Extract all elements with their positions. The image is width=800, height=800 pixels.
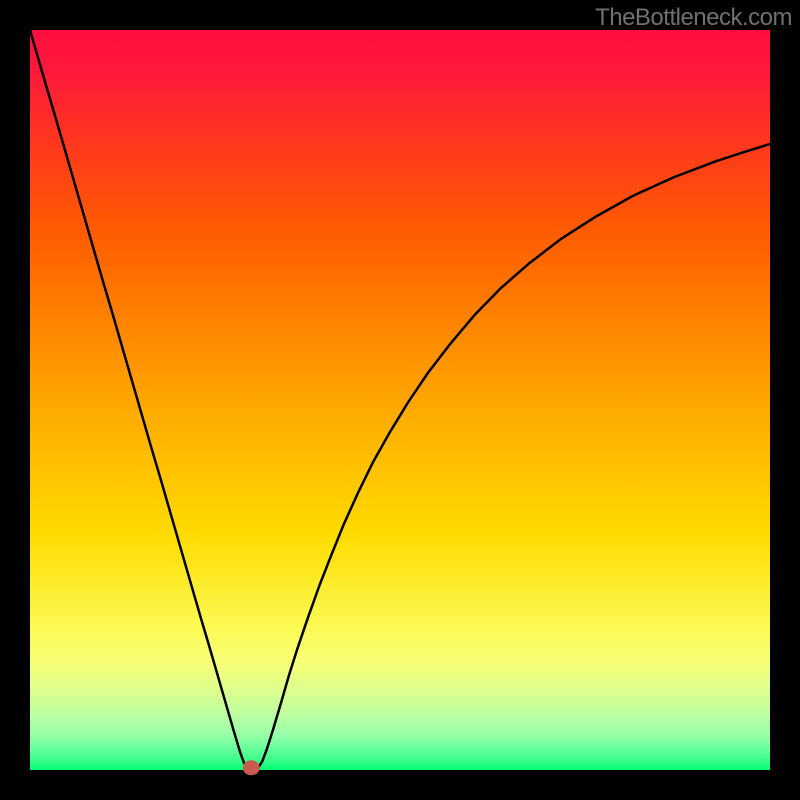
watermark-text: TheBottleneck.com (595, 4, 792, 32)
optimal-marker (243, 760, 260, 775)
bottleneck-chart (0, 0, 800, 800)
plot-area (30, 30, 770, 770)
chart-container: { "watermark": { "text": "TheBottleneck.… (0, 0, 800, 800)
